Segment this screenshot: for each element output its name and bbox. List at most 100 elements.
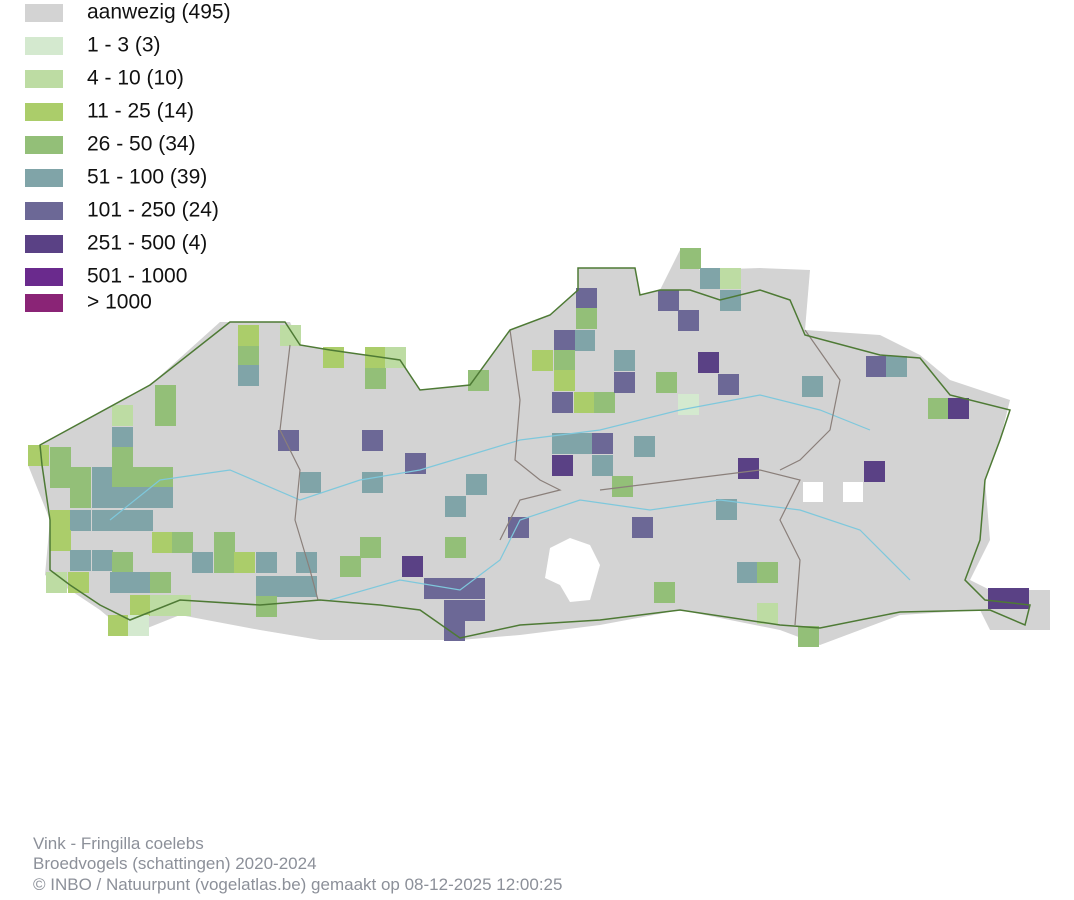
legend-swatch xyxy=(25,136,63,154)
grid-cell xyxy=(92,467,113,488)
grid-cell xyxy=(698,352,719,373)
grid-cell xyxy=(614,350,635,371)
grid-cell xyxy=(50,510,71,531)
grid-cell xyxy=(92,550,113,571)
grid-cell xyxy=(50,530,71,551)
grid-cell xyxy=(612,476,633,497)
region-outline xyxy=(39,267,1031,639)
grid-cell xyxy=(632,517,653,538)
grid-cell xyxy=(554,330,575,351)
grid-cell xyxy=(234,552,255,573)
footer-dataset: Broedvogels (schattingen) 2020-2024 xyxy=(33,854,317,873)
river xyxy=(329,499,911,601)
grid-cell xyxy=(552,455,573,476)
grid-cell xyxy=(554,370,575,391)
grid-cell xyxy=(70,510,91,531)
grid-cell xyxy=(802,376,823,397)
grid-cell xyxy=(508,517,529,538)
grid-cell xyxy=(170,595,191,616)
grid-cell xyxy=(385,347,406,368)
grid-cell xyxy=(238,365,259,386)
legend-swatch xyxy=(25,103,63,121)
grid-cell xyxy=(757,603,778,624)
grid-cell xyxy=(112,405,133,426)
grid-cell xyxy=(444,620,465,641)
grid-cell xyxy=(532,350,553,371)
legend-swatch xyxy=(25,4,63,22)
legend-label: 26 - 50 (34) xyxy=(87,133,196,156)
grid-cell xyxy=(112,467,133,488)
grid-cell xyxy=(402,556,423,577)
grid-cell xyxy=(738,458,759,479)
grid-cell xyxy=(112,510,133,531)
river xyxy=(109,394,871,521)
grid-cell xyxy=(658,290,679,311)
grid-cell xyxy=(155,405,176,426)
legend-swatch xyxy=(25,169,63,187)
grid-cell xyxy=(552,392,573,413)
grid-cell xyxy=(700,268,721,289)
grid-cell xyxy=(152,487,173,508)
grid-cell xyxy=(866,356,887,377)
grid-cell xyxy=(716,499,737,520)
grid-cell xyxy=(256,576,277,597)
grid-cell xyxy=(928,398,949,419)
grid-cell xyxy=(280,325,301,346)
grid-cell xyxy=(680,248,701,269)
grid-cell xyxy=(656,372,677,393)
grid-cell xyxy=(654,582,675,603)
grid-cell xyxy=(594,392,615,413)
grid-cell xyxy=(132,487,153,508)
grid-cell xyxy=(152,532,173,553)
grid-cell xyxy=(574,392,595,413)
grid-cell xyxy=(130,572,151,593)
grid-cell xyxy=(592,433,613,454)
legend: aanwezig (495) 1 - 3 (3) 4 - 10 (10) 11 - 2… xyxy=(25,1,231,314)
grid-cell xyxy=(445,496,466,517)
grid-cell xyxy=(1008,588,1029,609)
grid-cell xyxy=(112,427,133,448)
grid-cell xyxy=(365,368,386,389)
grid-cell xyxy=(112,552,133,573)
grid-cell xyxy=(886,356,907,377)
grid-cell xyxy=(614,372,635,393)
footer-species: Vink - Fringilla coelebs xyxy=(33,834,204,853)
grid-cell xyxy=(150,572,171,593)
grid-cell xyxy=(238,325,259,346)
grid-cell xyxy=(110,572,131,593)
legend-swatch xyxy=(25,202,63,220)
grid-cell xyxy=(988,588,1009,609)
grid-cell xyxy=(150,595,171,616)
grid-cell xyxy=(214,532,235,553)
grid-cell xyxy=(128,615,149,636)
grid-cell xyxy=(276,576,297,597)
grid-cell xyxy=(70,487,91,508)
grid-cell xyxy=(445,537,466,558)
grid-cell xyxy=(574,330,595,351)
grid-cell xyxy=(130,595,151,616)
grid-cell xyxy=(238,345,259,366)
grid-cell xyxy=(444,600,465,621)
border xyxy=(499,329,562,541)
grid-cell xyxy=(464,600,485,621)
grid-cell xyxy=(92,487,113,508)
hole xyxy=(843,482,863,502)
legend-swatch xyxy=(25,70,63,88)
grid-cell xyxy=(466,474,487,495)
grid-cell xyxy=(300,472,321,493)
hole xyxy=(803,482,823,502)
grid-cell xyxy=(360,537,381,558)
grid-cell xyxy=(678,394,699,415)
grid-cell xyxy=(592,455,613,476)
grid-cell xyxy=(405,453,426,474)
grid-cell xyxy=(362,430,383,451)
legend-label: 11 - 25 (14) xyxy=(87,100,194,123)
rivers xyxy=(109,394,911,601)
legend-label: 251 - 500 (4) xyxy=(87,232,207,255)
grid-cell xyxy=(50,467,71,488)
grid-cell xyxy=(340,556,361,577)
grid-cell xyxy=(737,562,758,583)
legend-label: 1 - 3 (3) xyxy=(87,34,161,57)
legend-label: 51 - 100 (39) xyxy=(87,166,207,189)
grid-cell xyxy=(757,562,778,583)
